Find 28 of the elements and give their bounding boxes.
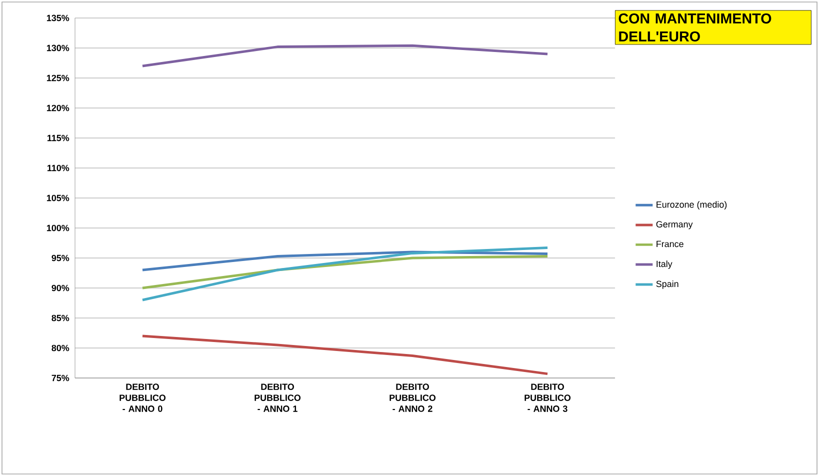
line-series [141, 334, 549, 376]
y-tick-label: 120% [46, 104, 70, 112]
legend-label: Spain [656, 280, 678, 289]
y-tick-label: 115% [47, 134, 70, 142]
legend-label: Italy [656, 260, 672, 269]
y-tick-label: 90% [52, 284, 70, 292]
y-tick-label: 80% [52, 344, 70, 352]
x-tick-label: DEBITO PUBBLICO - ANNO 2 [390, 384, 436, 412]
legend-label: France [656, 240, 684, 248]
y-tick-label: 100% [46, 224, 70, 232]
x-tick-label: DEBITO PUBBLICO - ANNO 3 [524, 384, 571, 412]
y-tick-label: 105% [46, 194, 70, 202]
line-series [141, 44, 549, 68]
y-tick-label: 85% [52, 314, 70, 322]
line-series [141, 250, 549, 272]
line-series [141, 246, 549, 302]
y-tick-label: 135% [46, 14, 70, 22]
x-tick-label: DEBITO PUBBLICO - ANNO 0 [120, 384, 166, 412]
y-tick-label: 110% [47, 164, 70, 172]
x-tick-label: DEBITO PUBBLICO - ANNO 1 [254, 384, 301, 412]
y-tick-label: 95% [52, 254, 70, 262]
legend-label: Eurozone (medio) [656, 201, 727, 210]
y-tick-label: 125% [46, 74, 70, 82]
line-series [141, 254, 549, 290]
y-tick-label: 130% [46, 44, 70, 52]
legend-label: Germany [656, 221, 693, 230]
y-tick-label: 75% [52, 374, 70, 382]
text: CON MANTENIMENTO DELL'EURO [618, 13, 772, 42]
